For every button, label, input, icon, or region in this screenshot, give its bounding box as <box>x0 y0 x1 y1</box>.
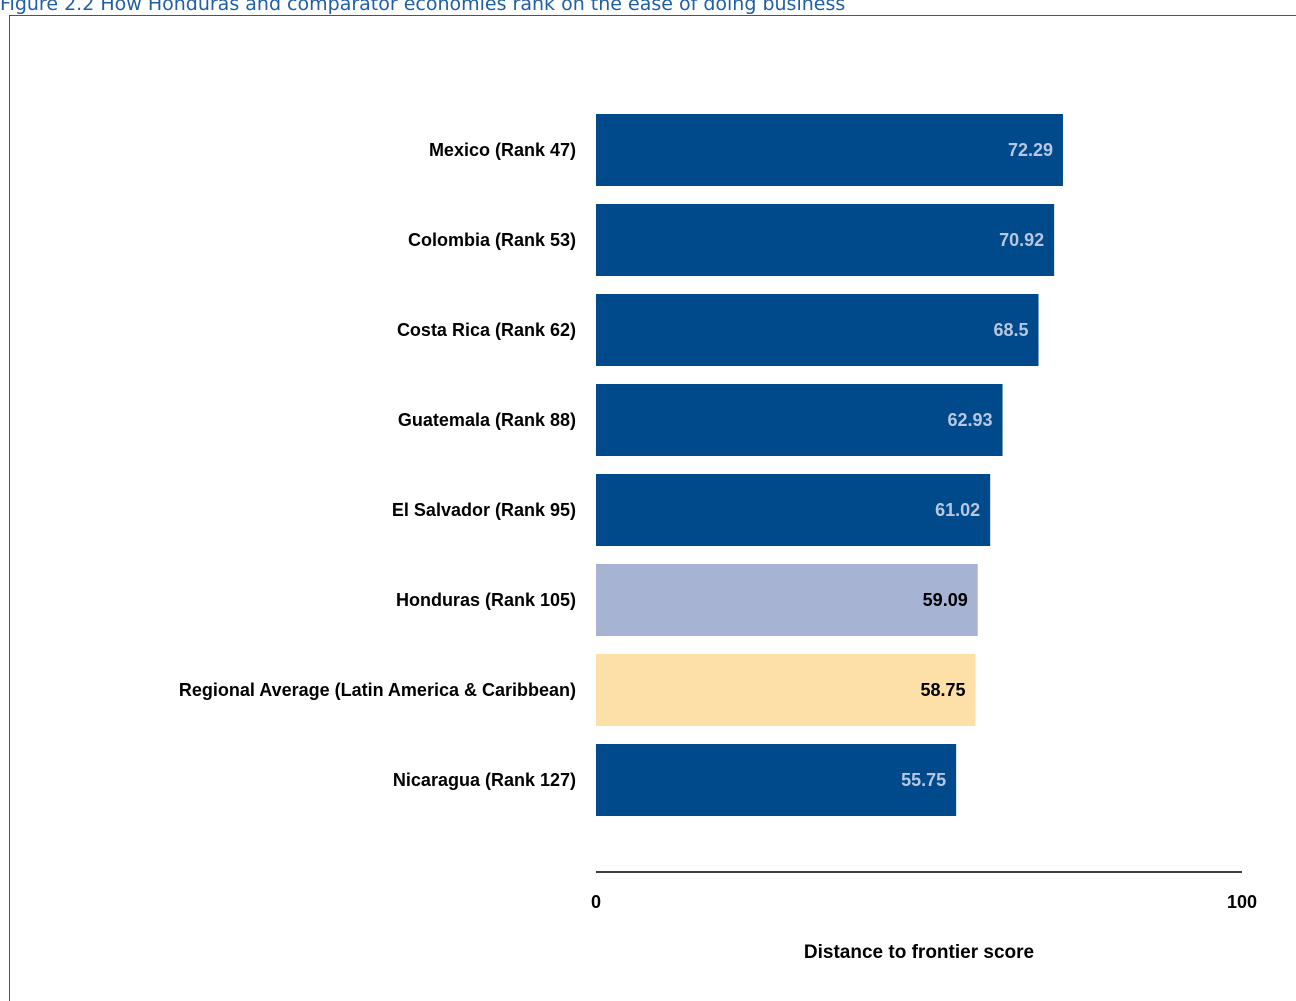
caption-number: 2.2 <box>64 0 95 15</box>
bar-5 <box>596 564 978 636</box>
x-tick-label-1: 100 <box>1227 892 1257 912</box>
bar-value-label-0: 72.29 <box>1008 140 1053 160</box>
bar-6 <box>596 654 976 726</box>
bar-value-label-1: 70.92 <box>999 230 1044 250</box>
category-label-0: Mexico (Rank 47) <box>429 140 576 160</box>
category-label-1: Colombia (Rank 53) <box>408 230 576 250</box>
bar-value-label-5: 59.09 <box>923 590 968 610</box>
bar-0 <box>596 114 1063 186</box>
bar-value-label-4: 61.02 <box>935 500 980 520</box>
bar-4 <box>596 474 991 546</box>
category-label-3: Guatemala (Rank 88) <box>398 410 576 430</box>
category-label-2: Costa Rica (Rank 62) <box>397 320 576 340</box>
bar-value-label-6: 58.75 <box>920 680 965 700</box>
bar-1 <box>596 204 1055 276</box>
caption-text: How Honduras and comparator economies ra… <box>100 0 846 15</box>
category-label-7: Nicaragua (Rank 127) <box>393 770 576 790</box>
bar-value-label-2: 68.5 <box>993 320 1028 340</box>
category-label-6: Regional Average (Latin America & Caribb… <box>179 680 576 700</box>
category-label-4: El Salvador (Rank 95) <box>392 500 576 520</box>
figure-caption: Figure 2.2 How Honduras and comparator e… <box>0 0 845 16</box>
x-axis-label: Distance to frontier score <box>804 942 1034 963</box>
bar-3 <box>596 384 1003 456</box>
caption-prefix: Figure <box>0 0 59 15</box>
bar-7 <box>596 744 957 816</box>
category-label-5: Honduras (Rank 105) <box>396 590 576 610</box>
bar-value-label-7: 55.75 <box>901 770 946 790</box>
figure-frame <box>9 15 1296 1001</box>
bar-2 <box>596 294 1039 366</box>
bar-value-label-3: 62.93 <box>947 410 992 430</box>
x-tick-label-0: 0 <box>591 892 601 912</box>
